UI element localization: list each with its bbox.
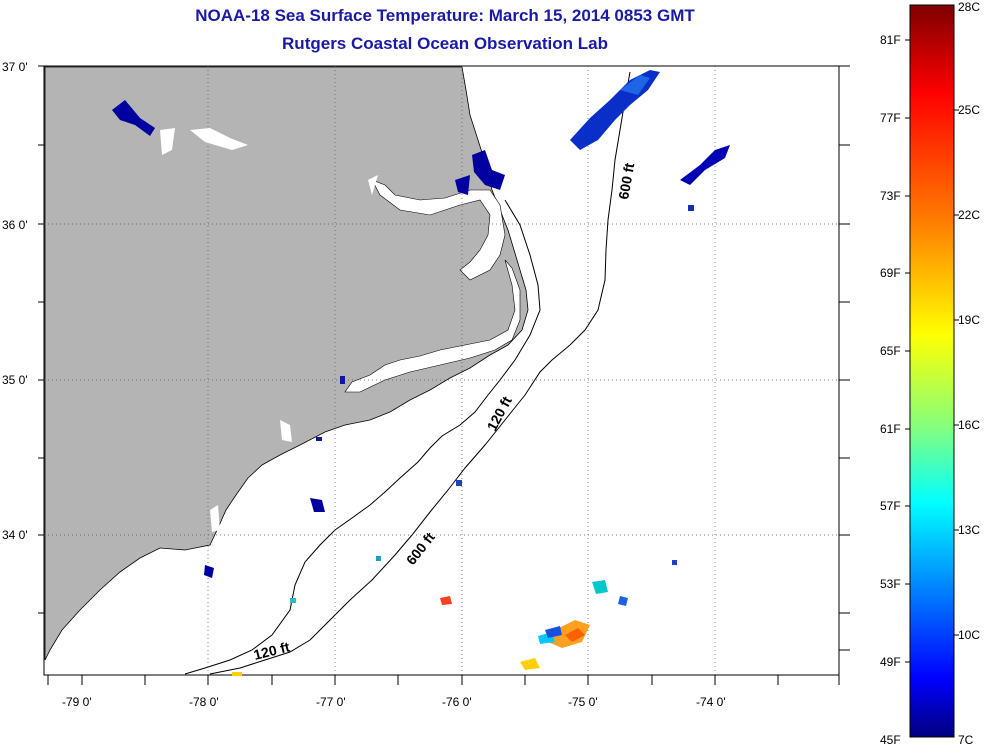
colorbar-f-label: 45F xyxy=(880,733,901,747)
isobath-120ft xyxy=(184,199,541,675)
colorbar-c-label: 25C xyxy=(958,103,981,117)
colorbar-c-label: 28C xyxy=(958,0,981,14)
albemarle-sound xyxy=(371,179,506,281)
lat-label: 36 0' xyxy=(2,218,28,232)
colorbar-f-label: 49F xyxy=(880,655,901,669)
colorbar-c-label: 19C xyxy=(958,313,981,327)
axis-ticks xyxy=(38,65,850,685)
isobath-label: 600 ft xyxy=(615,161,637,200)
pamlico-sound xyxy=(344,259,521,393)
lon-label: -75 0' xyxy=(568,695,598,709)
colorbar-f-label: 61F xyxy=(880,422,901,436)
lon-label: -79 0' xyxy=(62,695,92,709)
colorbar-c-label: 10C xyxy=(958,628,981,642)
colorbar-c-label: 22C xyxy=(958,208,981,222)
colorbar-f-label: 77F xyxy=(880,111,901,125)
lon-label: -77 0' xyxy=(316,695,346,709)
colorbar-c-label: 16C xyxy=(958,418,981,432)
cloud-mask xyxy=(160,128,378,532)
colorbar-c-label: 7C xyxy=(958,733,974,747)
chart-title: NOAA-18 Sea Surface Temperature: March 1… xyxy=(195,6,695,25)
sst-data xyxy=(112,70,730,676)
colorbar-f-label: 53F xyxy=(880,577,901,591)
isobath-600ft xyxy=(209,71,631,675)
lon-label: -76 0' xyxy=(442,695,472,709)
colorbar xyxy=(909,4,955,738)
colorbar-f-label: 69F xyxy=(880,266,901,280)
lat-label: 35 0' xyxy=(2,373,28,387)
colorbar-f-label: 73F xyxy=(880,189,901,203)
colorbar-f-label: 65F xyxy=(880,344,901,358)
chart-subtitle: Rutgers Coastal Ocean Observation Lab xyxy=(282,34,608,53)
colorbar-f-label: 57F xyxy=(880,499,901,513)
gridlines xyxy=(44,66,839,675)
colorbar-f-label: 81F xyxy=(880,33,901,47)
colorbar-c-label: 13C xyxy=(958,523,981,537)
lat-label: 34 0' xyxy=(2,528,28,542)
lon-label: -78 0' xyxy=(189,695,219,709)
lat-label: 37 0' xyxy=(2,60,28,74)
lon-label: -74 0' xyxy=(696,695,726,709)
